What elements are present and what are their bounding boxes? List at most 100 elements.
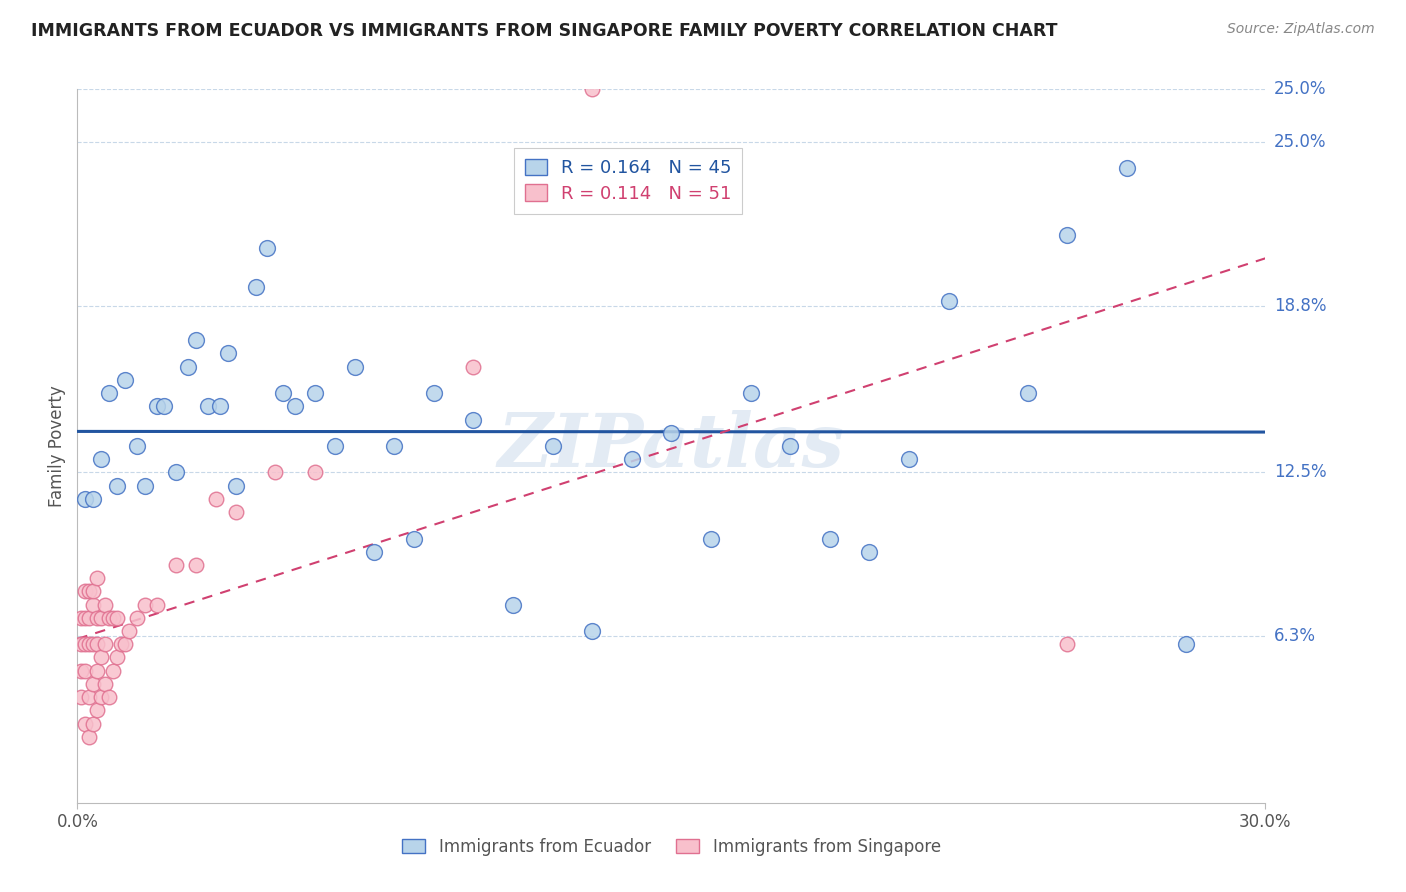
Point — [186, 558, 208, 572]
Point — [118, 624, 141, 638]
Point — [153, 400, 176, 414]
Point — [82, 637, 104, 651]
Text: IMMIGRANTS FROM ECUADOR VS IMMIGRANTS FROM SINGAPORE FAMILY POVERTY CORRELATION : IMMIGRANTS FROM ECUADOR VS IMMIGRANTS FR… — [31, 22, 1057, 40]
Point — [256, 241, 278, 255]
Point — [402, 532, 425, 546]
Point — [145, 400, 167, 414]
Point — [90, 650, 112, 665]
Point — [1017, 386, 1039, 401]
Point — [75, 664, 97, 678]
Text: ZIPatlas: ZIPatlas — [498, 409, 845, 483]
Point — [82, 677, 104, 691]
Point — [938, 293, 960, 308]
Point — [271, 386, 294, 401]
Point — [86, 571, 108, 585]
Point — [125, 611, 148, 625]
Point — [75, 716, 97, 731]
Point — [898, 452, 921, 467]
Point — [98, 386, 121, 401]
Text: 12.5%: 12.5% — [1274, 464, 1326, 482]
Point — [75, 611, 97, 625]
Point — [343, 359, 366, 374]
Point — [304, 386, 326, 401]
Point — [75, 637, 97, 651]
Point — [134, 478, 156, 492]
Point — [110, 637, 132, 651]
Point — [86, 703, 108, 717]
Point — [90, 611, 112, 625]
Point — [818, 532, 841, 546]
Point — [145, 598, 167, 612]
Point — [86, 664, 108, 678]
Point — [323, 439, 346, 453]
Text: 18.8%: 18.8% — [1274, 297, 1326, 315]
Point — [581, 82, 603, 96]
Point — [86, 611, 108, 625]
Point — [90, 452, 112, 467]
Point — [101, 664, 124, 678]
Point — [77, 584, 100, 599]
Point — [463, 412, 485, 426]
Point — [740, 386, 762, 401]
Point — [217, 346, 239, 360]
Y-axis label: Family Poverty: Family Poverty — [48, 385, 66, 507]
Point — [114, 373, 136, 387]
Point — [82, 491, 104, 506]
Point — [284, 400, 307, 414]
Point — [70, 637, 93, 651]
Point — [94, 598, 117, 612]
Point — [363, 545, 385, 559]
Point — [382, 439, 405, 453]
Point — [90, 690, 112, 704]
Point — [502, 598, 524, 612]
Point — [101, 611, 124, 625]
Point — [423, 386, 446, 401]
Point — [75, 491, 97, 506]
Point — [105, 650, 128, 665]
Point — [165, 558, 187, 572]
Point — [98, 690, 121, 704]
Point — [114, 637, 136, 651]
Text: 25.0%: 25.0% — [1274, 80, 1326, 98]
Point — [165, 466, 187, 480]
Point — [86, 637, 108, 651]
Legend: Immigrants from Ecuador, Immigrants from Singapore: Immigrants from Ecuador, Immigrants from… — [395, 831, 948, 863]
Point — [77, 637, 100, 651]
Point — [581, 624, 603, 638]
Point — [125, 439, 148, 453]
Point — [858, 545, 880, 559]
Point — [82, 716, 104, 731]
Point — [463, 359, 485, 374]
Point — [82, 598, 104, 612]
Point — [134, 598, 156, 612]
Point — [1175, 637, 1198, 651]
Point — [77, 730, 100, 744]
Point — [77, 611, 100, 625]
Point — [1115, 161, 1137, 176]
Point — [661, 425, 683, 440]
Point — [70, 664, 93, 678]
Text: 6.3%: 6.3% — [1274, 627, 1316, 645]
Point — [77, 690, 100, 704]
Point — [70, 611, 93, 625]
Point — [1056, 637, 1078, 651]
Point — [245, 280, 267, 294]
Point — [1056, 227, 1078, 242]
Point — [225, 505, 247, 519]
Point — [208, 400, 231, 414]
Point — [620, 452, 643, 467]
Point — [186, 333, 208, 347]
Point — [82, 584, 104, 599]
Point — [105, 611, 128, 625]
Point — [98, 611, 121, 625]
Point — [177, 359, 200, 374]
Point — [205, 491, 228, 506]
Point — [541, 439, 564, 453]
Text: Source: ZipAtlas.com: Source: ZipAtlas.com — [1227, 22, 1375, 37]
Point — [105, 478, 128, 492]
Point — [197, 400, 219, 414]
Point — [94, 637, 117, 651]
Point — [264, 466, 287, 480]
Point — [304, 466, 326, 480]
Point — [70, 690, 93, 704]
